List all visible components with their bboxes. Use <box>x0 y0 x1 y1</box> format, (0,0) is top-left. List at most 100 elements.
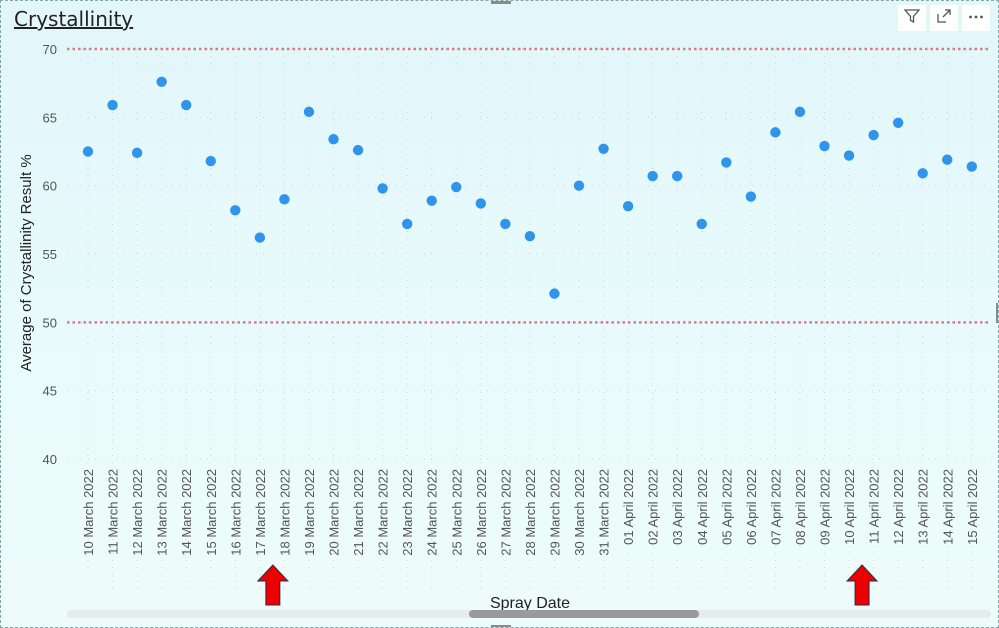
data-point[interactable] <box>181 99 192 111</box>
data-point[interactable] <box>745 191 757 202</box>
x-tick-label: 03 April 2022 <box>670 469 685 545</box>
data-point[interactable] <box>549 288 560 299</box>
resize-handle-bottom[interactable] <box>491 625 511 627</box>
scrollbar-thumb[interactable] <box>469 610 699 618</box>
data-point[interactable] <box>819 140 830 152</box>
x-tick-label: 10 April 2022 <box>842 469 857 545</box>
data-point[interactable] <box>254 232 266 243</box>
y-tick-label: 40 <box>43 452 57 467</box>
visual-header-toolbar <box>898 5 990 31</box>
data-point[interactable] <box>966 161 977 172</box>
x-tick-label: 18 March 2022 <box>277 469 292 556</box>
y-axis-ticks: 40 45 50 55 60 65 70 <box>43 42 57 467</box>
x-tick-label: 30 March 2022 <box>572 469 587 556</box>
x-tick-label: 15 March 2022 <box>204 469 219 556</box>
data-point[interactable] <box>303 106 315 118</box>
x-tick-label: 11 April 2022 <box>867 469 882 544</box>
y-tick-label: 55 <box>43 247 57 262</box>
red-arrow-marker <box>256 564 290 606</box>
x-tick-label: 20 March 2022 <box>327 469 342 556</box>
data-point[interactable] <box>721 157 732 168</box>
data-point[interactable] <box>672 170 683 182</box>
data-point[interactable] <box>475 198 486 209</box>
data-point[interactable] <box>598 143 609 154</box>
more-options-button[interactable] <box>962 5 990 31</box>
focus-mode-button[interactable] <box>930 5 958 31</box>
x-tick-label: 15 April 2022 <box>965 469 980 545</box>
data-point[interactable] <box>942 154 953 165</box>
data-point[interactable] <box>279 194 290 205</box>
data-point[interactable] <box>230 205 241 216</box>
data-point[interactable] <box>451 181 462 193</box>
y-tick-label: 50 <box>43 315 57 330</box>
x-tick-label: 02 April 2022 <box>646 469 661 545</box>
data-point[interactable] <box>500 218 511 230</box>
x-tick-label: 23 March 2022 <box>400 469 415 556</box>
data-point[interactable] <box>573 180 585 191</box>
x-tick-label: 13 April 2022 <box>916 469 931 545</box>
reference-lines <box>67 47 991 324</box>
more-options-icon <box>967 7 985 29</box>
x-tick-label: 14 April 2022 <box>940 469 955 545</box>
data-point[interactable] <box>401 218 413 230</box>
x-tick-label: 13 March 2022 <box>155 469 170 556</box>
x-tick-label: 08 April 2022 <box>793 469 808 545</box>
x-tick-label: 12 March 2022 <box>130 469 145 556</box>
x-tick-label: 26 March 2022 <box>474 469 489 556</box>
data-point[interactable] <box>352 144 364 156</box>
data-point[interactable] <box>205 155 216 167</box>
data-point[interactable] <box>82 146 94 157</box>
x-tick-label: 05 April 2022 <box>719 469 734 545</box>
x-tick-label: 06 April 2022 <box>744 469 759 545</box>
data-point[interactable] <box>328 134 339 145</box>
x-tick-label: 21 March 2022 <box>351 469 366 556</box>
data-point[interactable] <box>426 195 437 206</box>
data-point[interactable] <box>696 218 707 230</box>
data-point[interactable] <box>647 170 658 182</box>
chart-title: Crystallinity <box>14 7 134 31</box>
x-tick-label: 04 April 2022 <box>695 469 710 545</box>
y-axis-label: Average of Crystallinity Result % <box>18 154 35 371</box>
x-tick-label: 11 March 2022 <box>106 469 121 555</box>
data-point[interactable] <box>107 99 118 111</box>
x-tick-label: 27 March 2022 <box>498 469 513 556</box>
resize-handle-right[interactable] <box>996 303 998 323</box>
data-point[interactable] <box>770 127 781 138</box>
data-point[interactable] <box>917 168 928 179</box>
data-point[interactable] <box>892 117 904 128</box>
x-tick-label: 10 March 2022 <box>81 469 96 556</box>
data-point[interactable] <box>794 106 806 118</box>
x-tick-label: 19 March 2022 <box>302 469 317 556</box>
x-tick-label: 28 March 2022 <box>523 469 538 556</box>
x-tick-label: 29 March 2022 <box>547 469 562 556</box>
y-tick-label: 70 <box>43 42 57 57</box>
resize-handle-top[interactable] <box>491 1 511 4</box>
data-point[interactable] <box>131 147 143 159</box>
annotation-arrows <box>256 564 879 606</box>
x-tick-label: 24 March 2022 <box>425 469 440 556</box>
x-tick-label: 25 March 2022 <box>449 469 464 556</box>
x-tick-label: 17 March 2022 <box>253 469 268 556</box>
y-tick-label: 65 <box>43 110 57 125</box>
x-tick-label: 12 April 2022 <box>891 469 906 545</box>
filter-button[interactable] <box>898 5 926 31</box>
filter-icon <box>903 7 921 29</box>
x-tick-label: 07 April 2022 <box>768 469 783 545</box>
x-tick-label: 31 March 2022 <box>597 469 612 556</box>
x-tick-label: 22 March 2022 <box>376 469 391 556</box>
data-point[interactable] <box>622 200 634 212</box>
x-tick-label: 01 April 2022 <box>621 469 636 545</box>
x-axis-ticks: 10 March 2022 11 March 2022 12 March 2022 1… <box>81 469 980 556</box>
x-tick-label: 16 March 2022 <box>228 469 243 556</box>
data-point[interactable] <box>524 231 536 242</box>
data-point[interactable] <box>868 129 879 141</box>
data-point[interactable] <box>156 76 167 88</box>
red-arrow-marker <box>845 564 879 606</box>
data-points <box>82 76 977 299</box>
data-point[interactable] <box>377 183 388 194</box>
data-point[interactable] <box>843 150 855 161</box>
focus-mode-icon <box>935 7 953 29</box>
y-tick-label: 45 <box>43 384 57 399</box>
x-tick-label: 09 April 2022 <box>818 469 833 545</box>
